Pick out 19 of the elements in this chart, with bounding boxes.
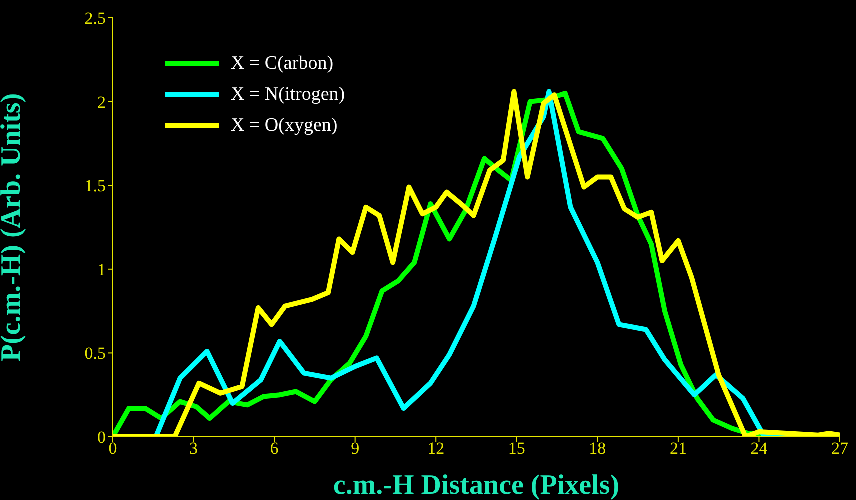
y-tick-label: 2 (98, 92, 106, 112)
legend-label: X = C(arbon) (231, 52, 334, 74)
x-tick-label: 3 (190, 439, 198, 458)
y-tick-label: 1 (98, 260, 106, 280)
x-tick-label: 6 (270, 439, 279, 458)
legend-label: X = N(itrogen) (231, 84, 346, 106)
x-tick-label: 18 (589, 439, 606, 458)
x-axis-title: c.m.-H Distance (Pixels) (333, 470, 620, 500)
x-tick-label: 27 (832, 439, 849, 458)
y-tick-label: 1.5 (84, 176, 106, 196)
y-axis-title: P(c.m.-H) (Arb. Units) (0, 93, 27, 362)
x-tick-label: 15 (508, 439, 526, 458)
legend-label: X = O(xygen) (231, 114, 338, 136)
x-tick-label: 24 (750, 439, 768, 458)
y-tick-label: 0.5 (84, 344, 106, 364)
x-tick-label: 21 (670, 439, 687, 458)
x-tick-label: 9 (351, 439, 360, 458)
x-tick-label: 12 (428, 439, 445, 458)
y-tick-label: 2.5 (84, 9, 106, 28)
